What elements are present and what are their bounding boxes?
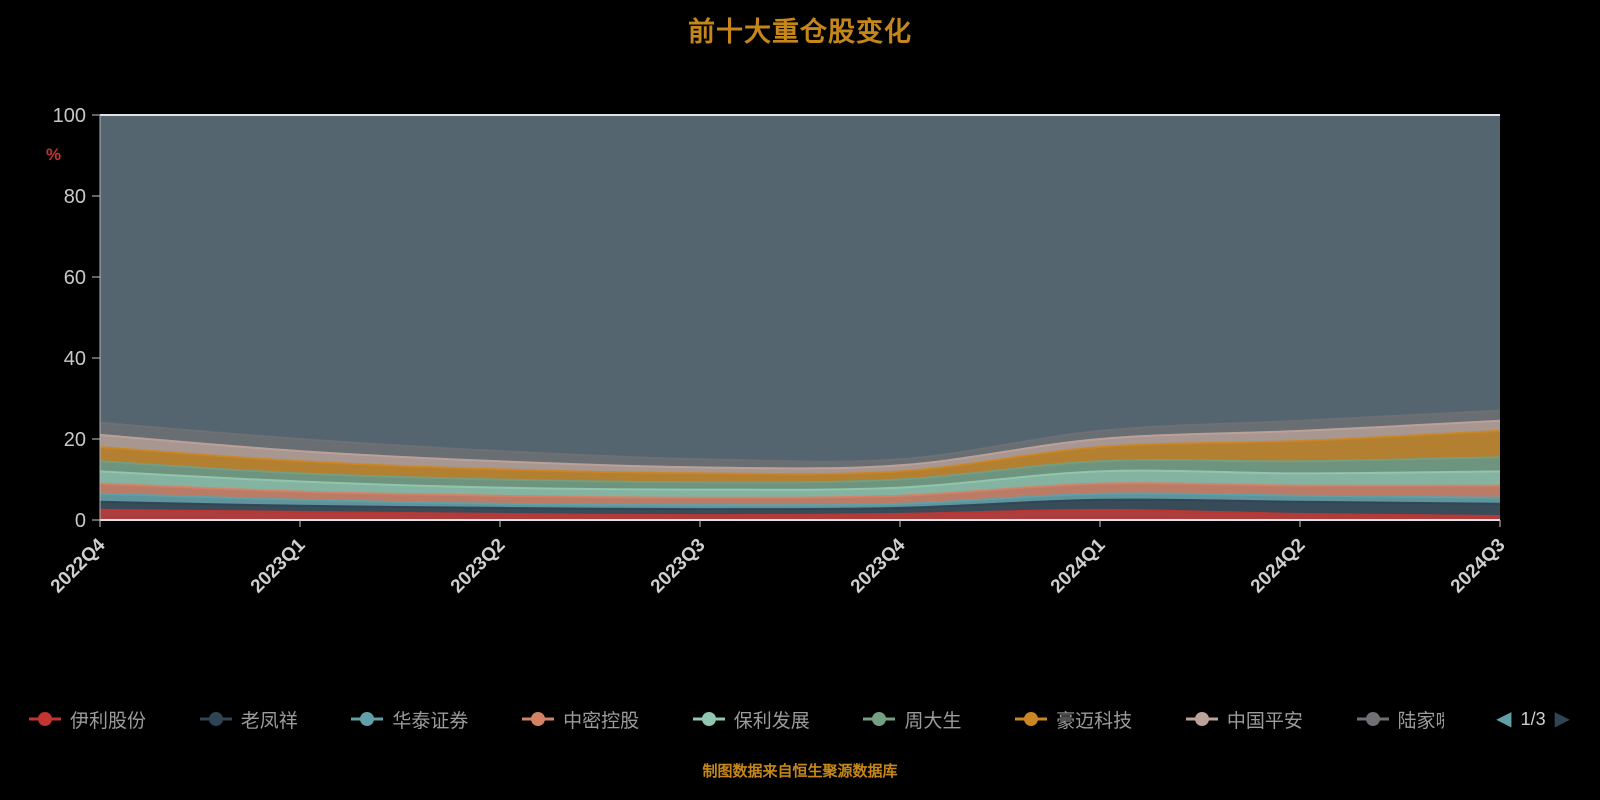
legend-marker-icon [1185,711,1219,727]
legend-item-label: 豪迈科技 [1056,710,1133,732]
series-line-8 [99,409,1501,463]
legend-marker-icon [1356,711,1390,727]
legend: 伊利股份 老凤祥 华泰证券 中密控股 保利发展 周大生 豪迈科技 中国平安 陆家嘴 ◀ 1/3 … [28,702,1570,736]
area-band-4 [100,470,1500,498]
legend-marker-icon [692,711,726,727]
series-line-2 [99,492,1501,507]
legend-item-0[interactable]: 伊利股份 [28,706,146,733]
series-line-4 [99,469,1501,491]
legend-item-label: 伊利股份 [70,710,147,732]
y-tick-label: 40 [64,348,86,370]
legend-marker-icon [199,711,233,727]
series-line-3 [99,482,1501,499]
legend-item-label: 中国平安 [1226,710,1303,732]
x-tick-label: 2022Q4 [47,534,110,597]
legend-marker-icon [521,711,555,727]
legend-marker-icon [1014,711,1048,727]
series-line-0 [99,508,1501,517]
x-tick-label: 2024Q2 [1247,535,1310,598]
legend-item-1[interactable]: 老凤祥 [199,706,298,733]
area-band-6 [100,430,1500,483]
legend-item-label: 华泰证券 [392,710,469,732]
legend-item-7[interactable]: 中国平安 [1185,706,1303,733]
x-tick-label: 2024Q1 [1047,534,1110,597]
legend-item-2[interactable]: 华泰证券 [350,706,468,733]
legend-item-label: 陆家嘴 [1397,710,1444,732]
y-tick-label: 60 [64,267,86,289]
legend-prev-icon[interactable]: ◀ [1496,708,1512,730]
legend-next-icon[interactable]: ▶ [1554,708,1570,730]
area-band-8 [100,410,1500,469]
x-tick-label: 2023Q4 [847,534,910,597]
y-tick-label: 20 [64,429,86,451]
series-line-5 [99,456,1501,484]
series-line-7 [99,419,1501,470]
area-band-1 [100,499,1500,516]
series-line-1 [99,498,1501,511]
stacked-area-chart: 0 20 40 60 80 100% 2022Q4 2023Q1 2023Q2 2023Q3 202… [46,105,1510,598]
y-tick-label: 100 [53,105,86,127]
legend-item-6[interactable]: 豪迈科技 [1014,706,1132,733]
y-tick-label: 0 [75,510,86,532]
data-source-note: 制图数据来自恒生聚源数据库 [702,763,898,780]
y-tick-label: 80 [64,186,86,208]
legend-item-label: 周大生 [904,710,962,732]
x-tick-label: 2024Q3 [1447,535,1510,598]
area-band-3 [100,483,1500,506]
x-tick-label: 2023Q3 [647,535,710,598]
legend-pager: ◀ 1/3 ▶ [1496,709,1570,730]
legend-item-8[interactable]: 陆家嘴 [1356,706,1444,733]
area-band-7 [100,420,1500,475]
y-axis-unit-label: % [46,145,61,164]
series-line-6 [99,429,1501,476]
area-band-2 [100,493,1500,510]
legend-marker-icon [862,711,896,727]
legend-item-label: 老凤祥 [240,710,298,732]
legend-item-label: 中密控股 [563,710,640,732]
legend-page-indicator: 1/3 [1520,708,1546,729]
legend-marker-icon [28,711,62,727]
legend-item-3[interactable]: 中密控股 [521,706,639,733]
legend-item-4[interactable]: 保利发展 [692,706,810,733]
legend-marker-icon [350,711,384,727]
legend-item-label: 保利发展 [733,710,810,732]
x-tick-label: 2023Q1 [247,534,310,597]
chart-title: 前十大重仓股变化 [688,17,912,47]
x-tick-label: 2023Q2 [447,535,510,598]
legend-item-5[interactable]: 周大生 [862,706,961,733]
area-band-5 [100,457,1500,490]
